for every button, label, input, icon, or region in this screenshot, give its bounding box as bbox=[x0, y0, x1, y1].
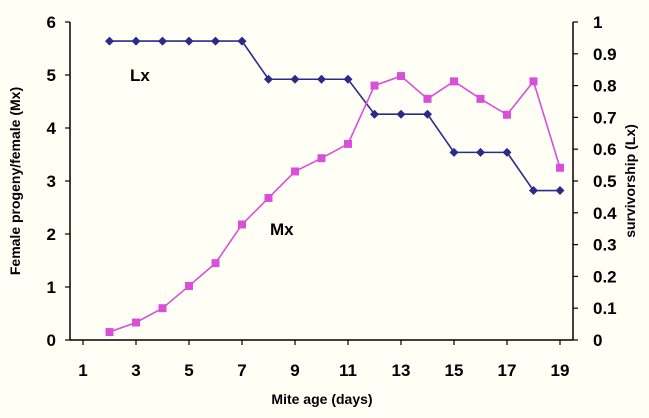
x-tick-label: 15 bbox=[445, 361, 464, 380]
y-right-tick-label: 0.4 bbox=[593, 204, 617, 223]
series-line-lx bbox=[109, 40, 560, 192]
y-left-tick-label: 5 bbox=[47, 66, 56, 85]
x-tick-label: 9 bbox=[290, 361, 299, 380]
data-point-lx bbox=[476, 147, 485, 157]
x-tick-label: 3 bbox=[131, 361, 140, 380]
data-point-mx bbox=[423, 94, 432, 103]
data-point-lx bbox=[290, 74, 300, 84]
x-axis-title: Mite age (days) bbox=[271, 391, 372, 407]
x-tick-label: 19 bbox=[551, 361, 570, 380]
data-point-lx bbox=[131, 36, 141, 46]
data-point-lx bbox=[211, 36, 220, 46]
y-right-tick-label: 0.8 bbox=[593, 77, 617, 96]
data-point-mx bbox=[344, 139, 352, 148]
series-label-lx: Lx bbox=[130, 66, 150, 85]
data-point-lx bbox=[370, 109, 379, 119]
data-point-mx bbox=[211, 259, 220, 268]
data-point-mx bbox=[132, 318, 140, 327]
data-point-mx bbox=[264, 193, 273, 202]
y-right-tick-label: 0.5 bbox=[593, 172, 617, 191]
data-point-lx bbox=[449, 147, 459, 157]
x-tick-label: 5 bbox=[184, 361, 193, 380]
data-point-mx bbox=[105, 328, 114, 337]
data-point-lx bbox=[237, 36, 247, 46]
y-right-tick-label: 0.1 bbox=[593, 299, 617, 318]
data-point-mx bbox=[238, 220, 246, 229]
x-tick-label: 7 bbox=[237, 361, 246, 380]
data-point-mx bbox=[556, 163, 564, 172]
y-right-tick-label: 0.2 bbox=[593, 267, 617, 286]
y-axis-left-title: Female progeny/female (Mx) bbox=[7, 87, 23, 275]
y-axis-right-title: survivorship (Lx) bbox=[622, 124, 638, 238]
data-point-lx bbox=[529, 186, 538, 196]
data-point-mx bbox=[476, 94, 485, 103]
y-left-tick-label: 6 bbox=[47, 13, 56, 32]
data-point-mx bbox=[503, 110, 511, 119]
y-left-tick-label: 2 bbox=[47, 225, 56, 244]
data-point-lx bbox=[343, 74, 353, 84]
y-right-tick-label: 0.3 bbox=[593, 236, 617, 255]
y-left-tick-label: 0 bbox=[47, 331, 56, 350]
y-left-tick-label: 4 bbox=[47, 119, 57, 138]
y-left-tick-label: 1 bbox=[47, 278, 56, 297]
series-line-mx bbox=[109, 75, 561, 333]
data-point-lx bbox=[396, 109, 406, 119]
series-label-mx: Mx bbox=[270, 220, 294, 239]
x-tick-label: 13 bbox=[392, 361, 411, 380]
x-tick-label: 17 bbox=[498, 361, 517, 380]
data-point-lx bbox=[105, 36, 114, 46]
data-point-lx bbox=[502, 147, 512, 157]
data-point-lx bbox=[555, 186, 565, 196]
data-point-mx bbox=[291, 167, 299, 176]
y-right-tick-label: 0 bbox=[593, 331, 602, 350]
series-layer bbox=[105, 36, 565, 337]
data-point-lx bbox=[264, 74, 273, 84]
data-point-lx bbox=[184, 36, 194, 46]
data-point-lx bbox=[317, 74, 326, 84]
x-tick-label: 1 bbox=[78, 361, 87, 380]
data-point-lx bbox=[423, 109, 432, 119]
axes bbox=[65, 21, 578, 345]
y-right-tick-label: 0.6 bbox=[593, 140, 617, 159]
data-point-mx bbox=[397, 72, 405, 81]
data-point-lx bbox=[158, 36, 167, 46]
data-point-mx bbox=[317, 154, 326, 163]
x-tick-label: 11 bbox=[339, 361, 357, 380]
data-point-mx bbox=[450, 77, 458, 86]
y-left-tick-label: 3 bbox=[47, 172, 56, 191]
y-right-tick-label: 0.9 bbox=[593, 45, 617, 64]
y-right-tick-label: 1 bbox=[593, 13, 602, 32]
data-point-mx bbox=[158, 304, 167, 313]
data-point-mx bbox=[529, 77, 538, 86]
data-point-mx bbox=[370, 81, 379, 90]
y-right-tick-label: 0.7 bbox=[593, 108, 617, 127]
data-point-mx bbox=[185, 281, 193, 290]
